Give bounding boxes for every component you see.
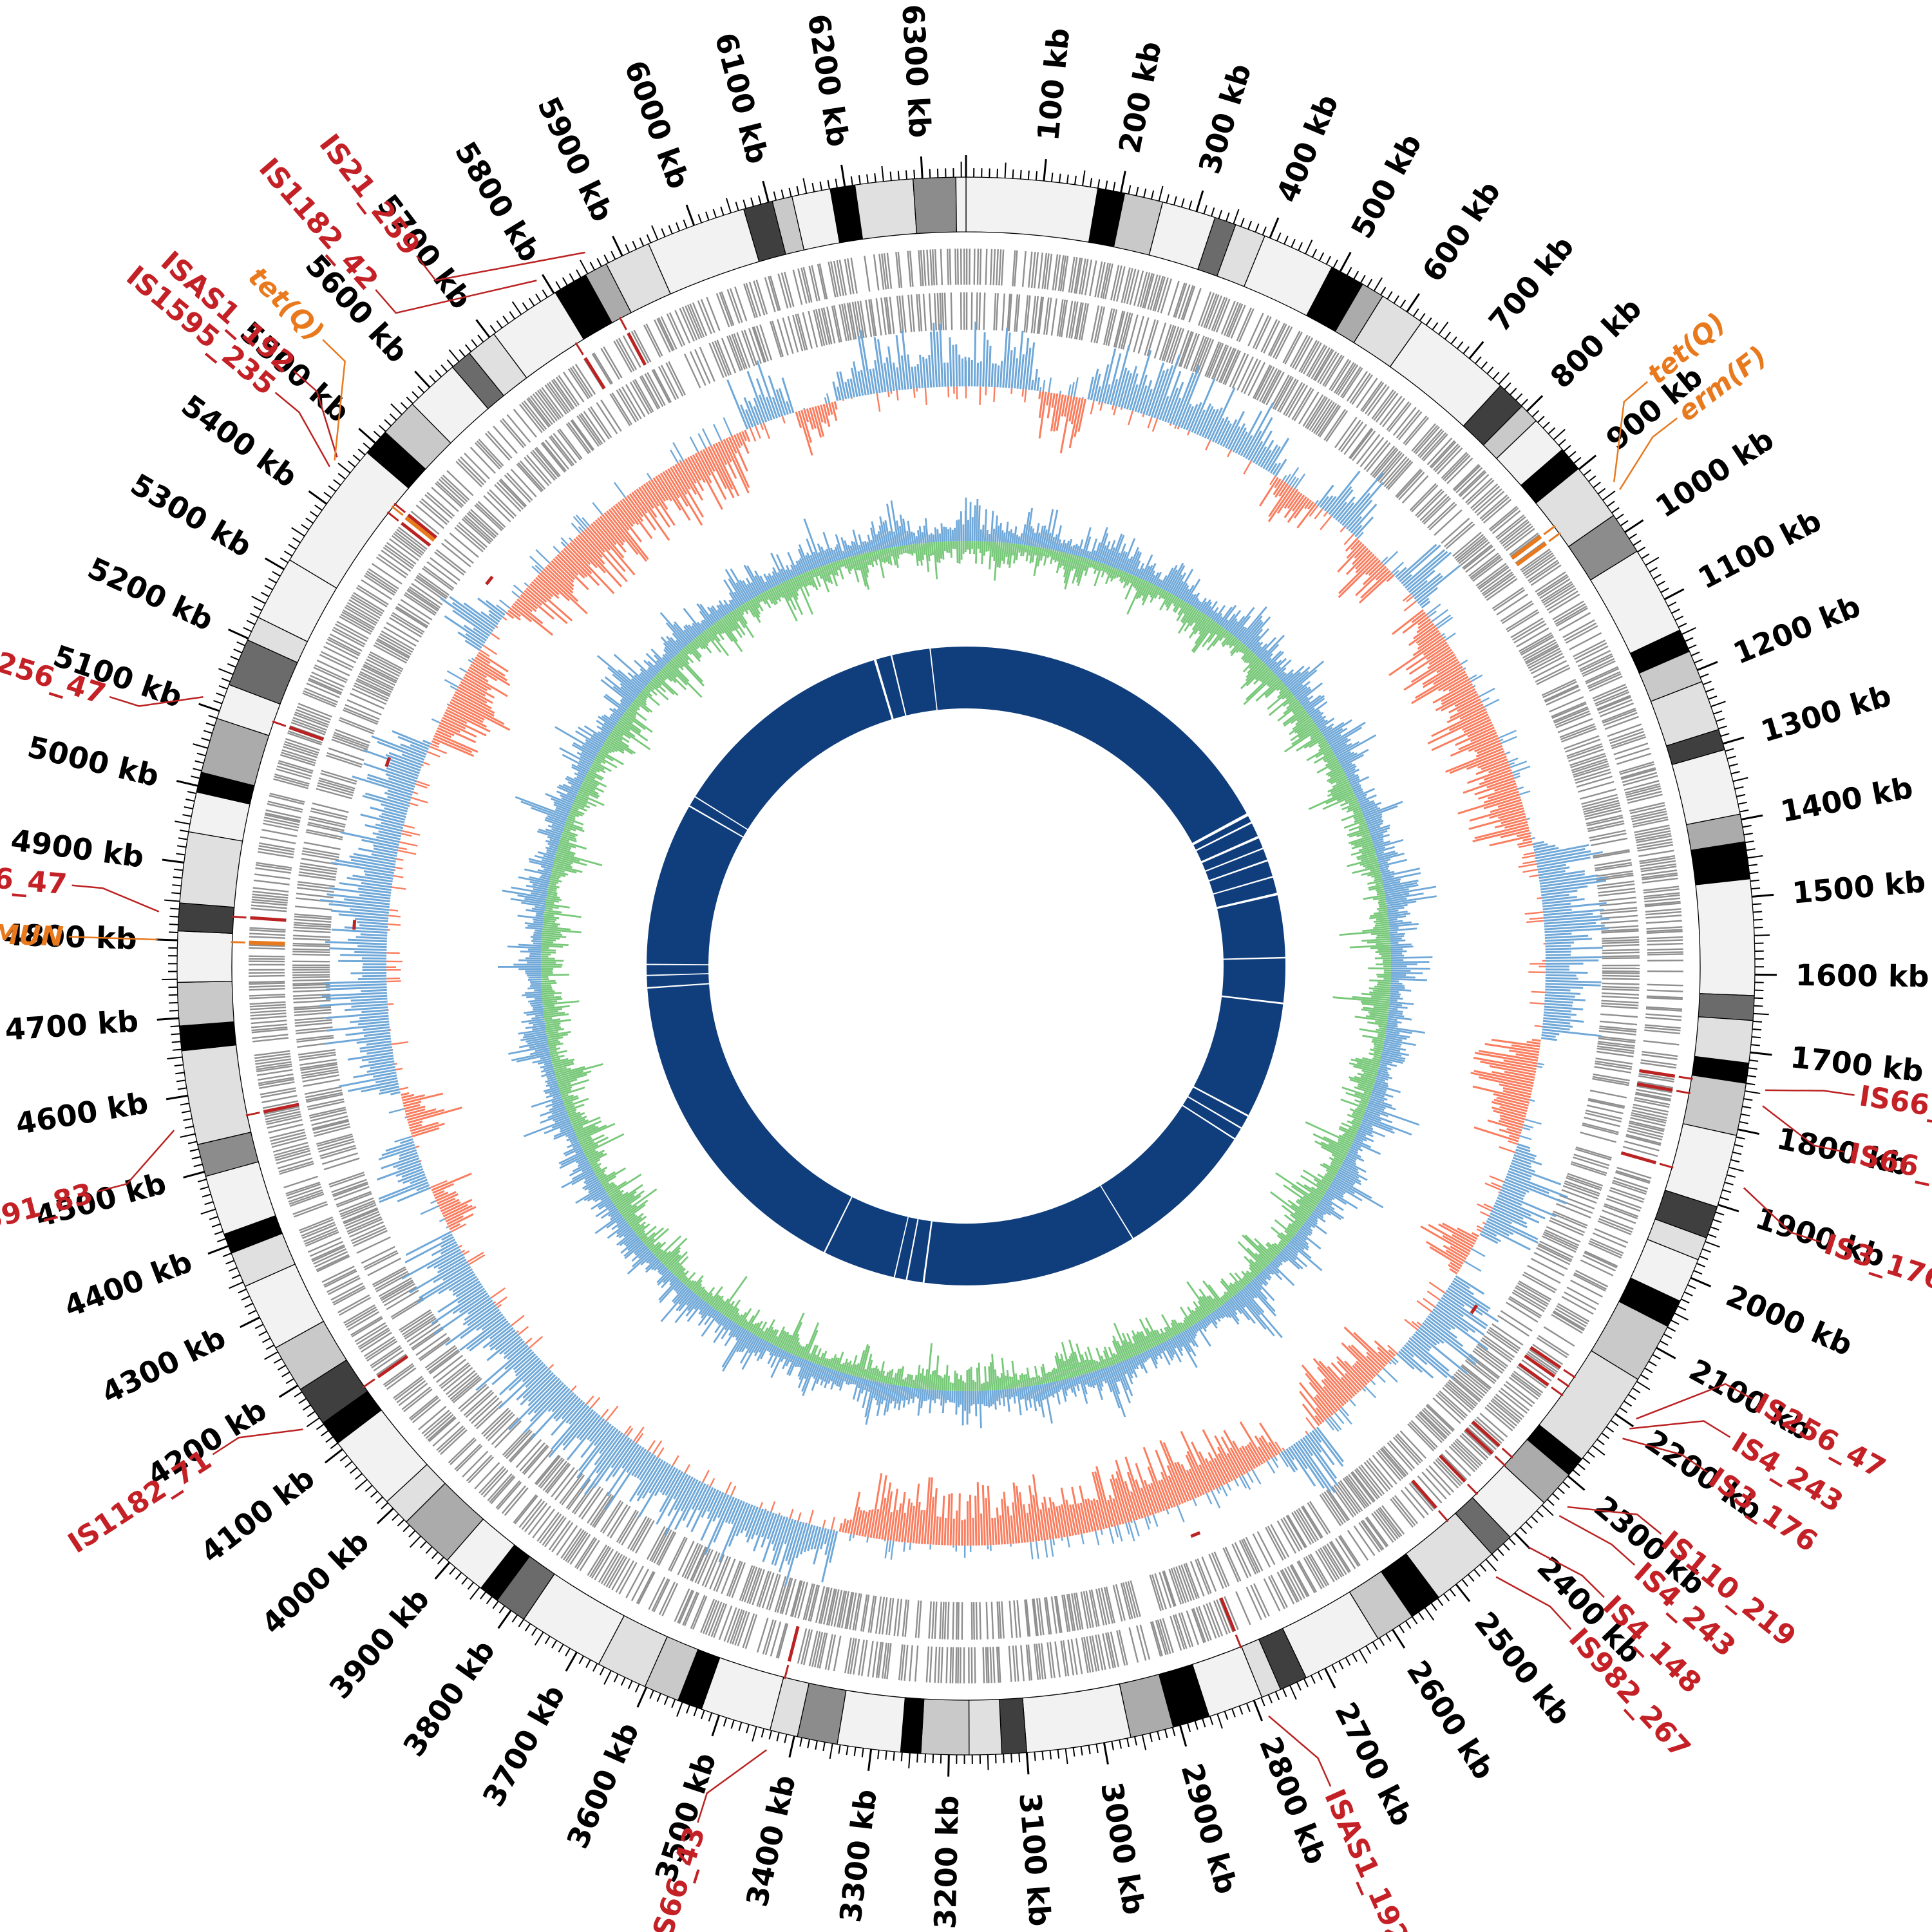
- scale-tick-label: 4600 kb: [13, 1085, 151, 1141]
- scale-tick-label: 3900 kb: [323, 1582, 437, 1705]
- scale-tick-label: 1000 kb: [1649, 422, 1780, 524]
- scale-tick-label: 6000 kb: [618, 56, 696, 193]
- gene-rows: [248, 248, 1683, 1683]
- coverage-ring: [646, 647, 1285, 1285]
- scale-tick-label: 4400 kb: [59, 1244, 196, 1324]
- scale-tick-label: 6300 kb: [895, 3, 937, 138]
- scale-tick-label: 1100 kb: [1692, 503, 1827, 596]
- scale-tick-label: 3300 kb: [833, 1787, 884, 1924]
- scale-tick-label: 4700 kb: [4, 1003, 140, 1047]
- scale-tick-label: 3000 kb: [1094, 1779, 1152, 1917]
- scale-tick-label: 1300 kb: [1757, 678, 1895, 749]
- scale-tick-label: 3400 kb: [739, 1772, 802, 1909]
- scale-ticks: [155, 155, 1777, 1777]
- scale-tick-label: 1500 kb: [1791, 864, 1927, 911]
- scale-tick-label: 1700 kb: [1788, 1039, 1925, 1088]
- scale-tick-label: 5400 kb: [175, 388, 304, 494]
- scale-tick-label: 3200 kb: [927, 1795, 965, 1929]
- scale-tick-label: 3700 kb: [476, 1679, 572, 1812]
- scale-tick-label: 1400 kb: [1778, 770, 1916, 829]
- scale-tick-label: 200 kb: [1112, 39, 1168, 156]
- scale-tick-label: 500 kb: [1344, 128, 1428, 244]
- scale-tick-label: 4000 kb: [255, 1524, 376, 1641]
- scale-tick-label: 6200 kb: [801, 12, 856, 149]
- scale-tick-label: 5200 kb: [82, 551, 218, 638]
- scale-tick-label: 2000 kb: [1721, 1278, 1857, 1363]
- scale-tick-label: 400 kb: [1269, 90, 1345, 207]
- scale-tick-label: 3100 kb: [1012, 1792, 1057, 1927]
- scale-tick-label: 700 kb: [1482, 229, 1581, 339]
- scale-tick-label: 600 kb: [1416, 175, 1508, 288]
- inner-histogram: [498, 497, 1437, 1428]
- scale-tick-label: 3600 kb: [560, 1718, 645, 1854]
- scale-tick-label: 2500 kb: [1468, 1605, 1578, 1732]
- gc-skew-histogram: [319, 321, 1609, 1586]
- scale-tick-label: 100 kb: [1030, 26, 1076, 142]
- contig-ring: [176, 176, 1756, 1756]
- amr-gene-label: blaMUN: [0, 917, 64, 952]
- scale-tick-label: 800 kb: [1544, 291, 1649, 395]
- scale-tick-label: 4300 kb: [96, 1320, 231, 1411]
- scale-tick-label: 2600 kb: [1400, 1654, 1502, 1786]
- scale-tick-label: 5800 kb: [448, 136, 547, 268]
- scale-tick-label: 4100 kb: [194, 1461, 321, 1570]
- scale-tick-label: 2900 kb: [1175, 1759, 1244, 1897]
- scale-tick-label: 1200 kb: [1728, 589, 1866, 671]
- scale-tick-label: 5000 kb: [24, 729, 162, 793]
- scale-tick-label: 5900 kb: [531, 91, 620, 227]
- is-element-label: IS66_393: [1846, 1137, 1932, 1198]
- scale-tick-label: 5300 kb: [125, 467, 258, 564]
- scale-tick-label: 1600 kb: [1795, 958, 1929, 994]
- is-position-dashes: [352, 575, 1479, 1538]
- scale-tick-label: 300 kb: [1192, 59, 1258, 178]
- scale-tick-label: 3800 kb: [396, 1634, 502, 1763]
- scale-tick-label: 6100 kb: [708, 29, 775, 167]
